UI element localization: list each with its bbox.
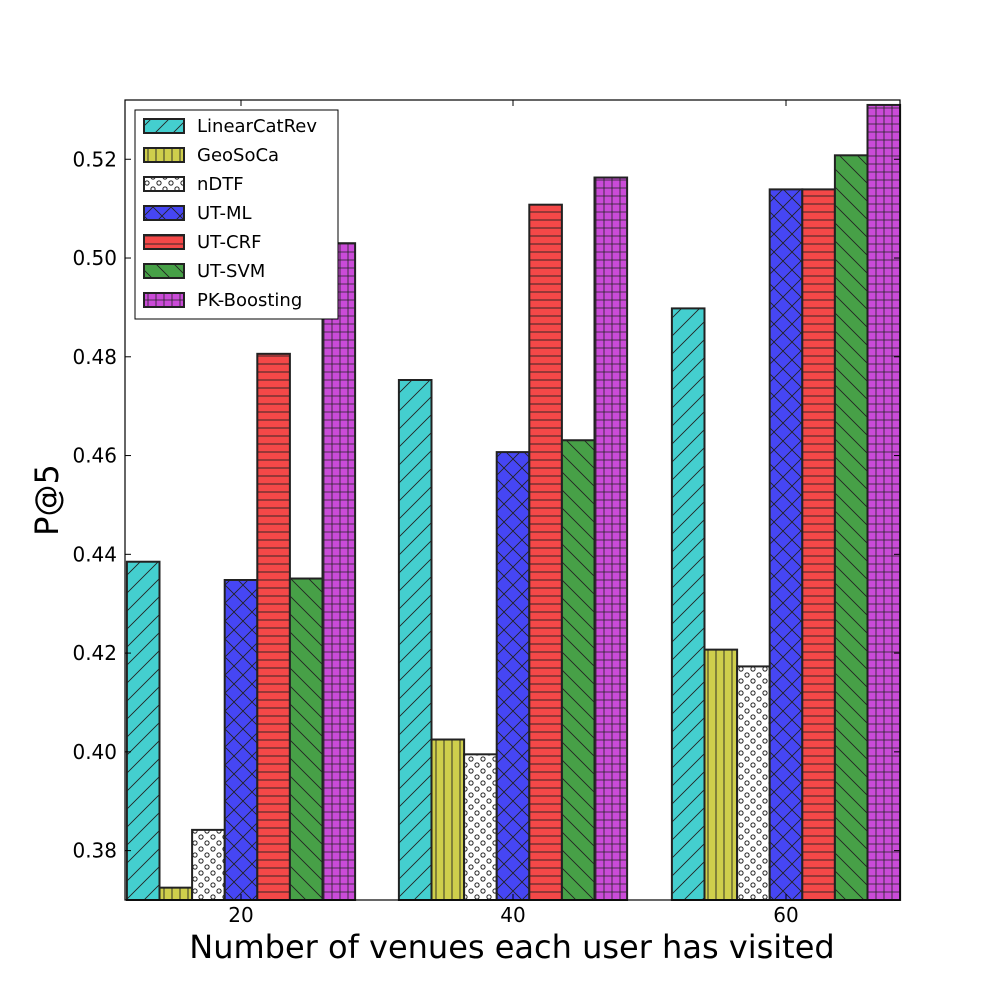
legend: LinearCatRev GeoSoCa nDTF UT-ML UT-CRF UT-SVM… (134, 109, 339, 320)
y-tick-label: 0.46 (72, 444, 117, 468)
bar-ut-svm-20 (288, 577, 324, 901)
y-tick-label: 0.42 (72, 641, 117, 665)
bar-linearcatrev-40 (397, 379, 433, 901)
x-tick-label: 60 (773, 903, 798, 927)
plot-frame (124, 99, 901, 901)
bar-geosoca-60 (703, 648, 739, 902)
bar-geosoca-20 (158, 886, 194, 901)
bar-ut-ml-60 (768, 188, 804, 902)
bar-geosoca-40 (430, 738, 466, 901)
bar-ndtf-20 (191, 828, 226, 901)
y-tick-label: 0.52 (72, 147, 117, 171)
bar-pk-boosting-40 (593, 176, 629, 901)
legend-label-geosoca: GeoSoCa (197, 145, 279, 166)
legend-swatch-geosoca (143, 147, 185, 163)
legend-label-ut-svm: UT-SVM (197, 261, 265, 282)
bar-ut-ml-20 (223, 579, 259, 901)
bar-linearcatrev-20 (125, 560, 161, 901)
bar-ut-crf-20 (256, 352, 291, 901)
legend-swatch-ut-svm (143, 263, 185, 279)
bar-ut-ml-40 (495, 451, 531, 901)
bar-pk-boosting-60 (866, 103, 902, 901)
bar-ndtf-60 (736, 665, 771, 901)
y-axis-title: P@5 (28, 464, 66, 536)
legend-swatch-ut-ml (143, 205, 185, 221)
y-tick-label: 0.48 (72, 345, 117, 369)
legend-swatch-ndtf (143, 176, 185, 192)
legend-swatch-pk-boosting (143, 292, 185, 308)
y-tick-label: 0.44 (72, 542, 117, 566)
ticks-layer: 0.38 0.40 0.42 0.44 0.46 0.48 0.50 0.52 20 40 60 (72, 100, 900, 927)
legend-label-ut-crf: UT-CRF (197, 232, 261, 253)
bar-ut-svm-60 (833, 154, 869, 901)
bars-layer (125, 103, 902, 902)
bar-ut-crf-60 (801, 188, 836, 902)
x-tick-label: 40 (500, 903, 525, 927)
bar-ut-svm-40 (560, 439, 596, 901)
bar-ut-crf-40 (528, 203, 563, 902)
legend-swatch-linearcatrev (143, 118, 185, 134)
bar-pk-boosting-20 (321, 242, 357, 901)
legend-swatch-ut-crf (143, 234, 185, 250)
y-tick-label: 0.50 (72, 246, 117, 270)
y-tick-label: 0.40 (72, 740, 117, 764)
y-tick-label: 0.38 (72, 839, 117, 863)
legend-label-ut-ml: UT-ML (197, 203, 252, 224)
legend-label-pk-boosting: PK-Boosting (197, 290, 302, 311)
legend-label-linearcatrev: LinearCatRev (197, 116, 317, 137)
legend-label-ndtf: nDTF (197, 174, 244, 195)
bar-ndtf-40 (463, 753, 498, 901)
bar-linearcatrev-60 (670, 307, 706, 901)
x-axis-title: Number of venues each user has visited (189, 928, 834, 966)
x-tick-label: 20 (228, 903, 253, 927)
